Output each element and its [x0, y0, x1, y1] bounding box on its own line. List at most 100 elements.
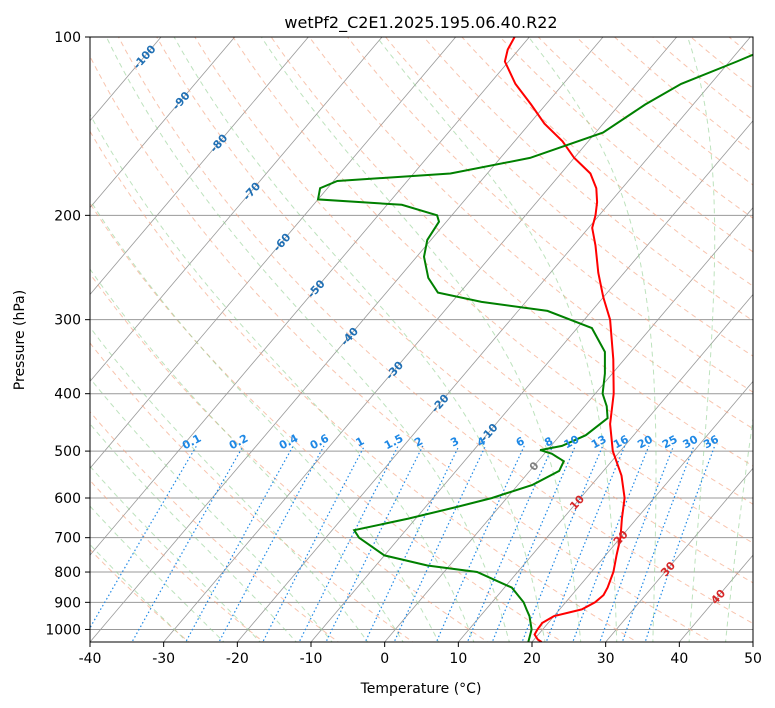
- mixing-ratio-line: [393, 445, 487, 642]
- y-tick-label: 500: [54, 444, 81, 460]
- dry-adiabat-line: [232, 37, 753, 505]
- mixing-ratio-line: [218, 445, 325, 642]
- isotherm-label: -100: [131, 42, 159, 71]
- moist-adiabat-line: [90, 377, 333, 642]
- dry-adiabat-line: [90, 130, 639, 642]
- mixing-ratio-label: 0.1: [180, 432, 203, 453]
- mixing-ratio-label: 2: [412, 434, 425, 449]
- moist-adiabat-line: [260, 37, 582, 642]
- mixing-ratio-line: [435, 445, 525, 642]
- isotherm-line: [90, 37, 236, 209]
- moist-adiabat-line: [687, 37, 716, 642]
- y-tick-label: 200: [54, 208, 81, 224]
- moist-adiabat-line: [90, 423, 297, 642]
- isotherm-line: [457, 293, 753, 642]
- isotherm-line: [90, 37, 383, 383]
- x-tick-label: -40: [79, 651, 102, 667]
- x-tick-label: -30: [152, 651, 175, 667]
- isotherm-line: [163, 37, 678, 642]
- y-tick-label: 600: [54, 491, 81, 507]
- isotherm-line: [531, 380, 753, 642]
- label-layer: 0.1 0.2 0.4 0.6 1 1.5 2 3 4 6 8 10 13 16 20 25 30 36-100-…: [131, 42, 729, 607]
- moist-adiabat-line: [90, 326, 369, 642]
- dry-adiabat-line: [117, 37, 753, 625]
- mixing-ratio-line: [572, 445, 650, 642]
- series-layer: [316, 37, 753, 642]
- mixing-ratio-label: 0.4: [277, 432, 301, 453]
- x-tick-label: 20: [523, 651, 541, 667]
- isotherm-line: [310, 120, 753, 642]
- dry-adiabat-line: [194, 37, 753, 544]
- isotherm-line: [90, 37, 457, 469]
- y-axis-label: Pressure (hPa): [12, 290, 28, 390]
- grid-layer: [90, 24, 775, 645]
- x-tick-label: 50: [744, 651, 762, 667]
- temperature-line: [503, 37, 626, 642]
- mixing-ratio-label: 25: [660, 433, 680, 452]
- axis-layer: -40 -30 -20 -10 0 10 20 30 40 5010020030040050060…: [45, 30, 762, 667]
- mixing-ratio-line: [262, 445, 366, 642]
- mixing-ratio-label: 1.5: [382, 432, 405, 453]
- chart-title: wetPf2_C2E1.2025.195.06.40.R22: [284, 13, 557, 33]
- isotherm-line: [236, 37, 751, 642]
- x-tick-label: 40: [670, 651, 688, 667]
- isotherm-line: [90, 37, 604, 642]
- mixing-ratio-label: 1: [354, 434, 367, 449]
- dry-adiabat-line: [651, 37, 753, 121]
- mixing-ratio-line: [131, 445, 244, 642]
- moist-adiabat-line: [725, 415, 753, 642]
- dry-adiabat-line: [90, 55, 713, 642]
- mixing-ratio-line: [364, 445, 460, 642]
- isotherm-line: [752, 641, 753, 642]
- dry-adiabat-line: [90, 202, 564, 642]
- y-tick-label: 300: [54, 313, 81, 329]
- moist-adiabat-line: [90, 199, 440, 642]
- mixing-ratio-line: [298, 445, 399, 642]
- dry-adiabat-line: [423, 37, 753, 322]
- moist-adiabat-line: [376, 37, 618, 642]
- mixing-ratio-label: 0.6: [308, 432, 332, 453]
- isotherm-line: [605, 467, 753, 642]
- moist-adiabat-line: [90, 268, 404, 642]
- dry-adiabat-line: [90, 479, 265, 642]
- dry-adiabat-line: [461, 37, 753, 287]
- dry-adiabat-line: [308, 37, 753, 430]
- mixing-ratio-label: 6: [514, 434, 527, 449]
- moist-adiabat-line: [173, 37, 546, 642]
- x-tick-label: 30: [597, 651, 615, 667]
- x-axis-label: Temperature (°C): [360, 681, 482, 697]
- y-tick-label: 1000: [45, 622, 81, 638]
- mixing-ratio-line: [644, 445, 716, 642]
- mixing-ratio-label: 36: [701, 433, 721, 452]
- mixing-ratio-line: [621, 445, 695, 642]
- y-tick-label: 400: [54, 387, 81, 403]
- dry-adiabat-line: [728, 37, 753, 58]
- moist-adiabat-line: [105, 37, 510, 642]
- moist-adiabat-line: [90, 505, 225, 642]
- mixing-ratio-label: 16: [611, 433, 631, 452]
- y-tick-label: 800: [54, 565, 81, 581]
- y-tick-label: 100: [54, 30, 81, 46]
- dewpoint-line: [316, 53, 753, 642]
- mixing-ratio-label: 30: [681, 433, 701, 452]
- mixing-ratio-line: [545, 445, 626, 642]
- x-tick-label: 0: [380, 651, 389, 667]
- dry-adiabat-line: [384, 37, 753, 357]
- isotherm-line: [90, 37, 530, 556]
- plot-frame: [89, 36, 754, 643]
- dry-adiabat-line: [346, 37, 753, 393]
- y-tick-label: 900: [54, 595, 81, 611]
- mixing-ratio-label: 10: [562, 433, 582, 452]
- isotherm-line: [384, 207, 753, 642]
- dry-adiabat-line: [90, 272, 489, 642]
- mixing-ratio-line: [521, 445, 604, 642]
- y-tick-label: 700: [54, 531, 81, 547]
- mixing-ratio-label: 0.2: [227, 432, 250, 453]
- mixing-ratio-label: 3: [448, 434, 461, 449]
- x-tick-label: 10: [449, 651, 467, 667]
- dry-adiabat-line: [156, 37, 753, 584]
- mixing-ratio-line: [90, 445, 198, 629]
- dry-adiabat-line: [751, 24, 775, 645]
- moist-adiabat-line: [90, 465, 261, 642]
